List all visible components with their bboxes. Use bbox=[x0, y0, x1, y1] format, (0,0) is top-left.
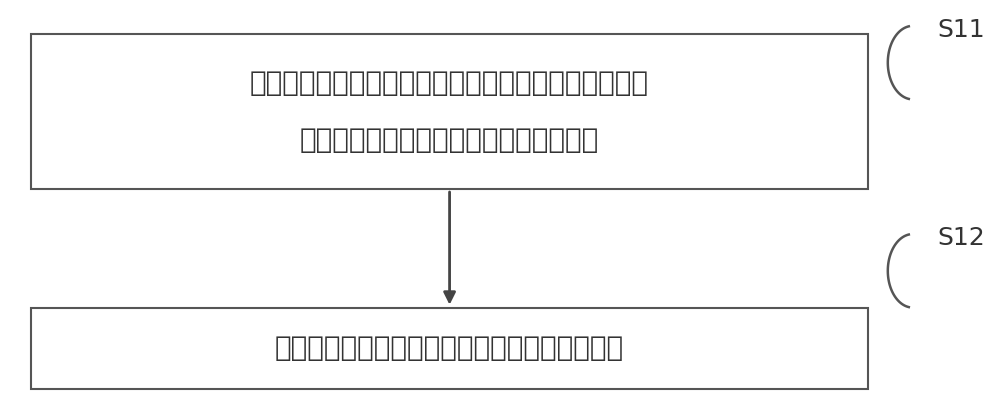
Text: 确定制冷系统的电子膨胀阀开度，确定排气温度，并与: 确定制冷系统的电子膨胀阀开度，确定排气温度，并与 bbox=[250, 69, 649, 97]
Text: 确定电机的绕组温度，判断是否在预设的范围内: 确定电机的绕组温度，判断是否在预设的范围内 bbox=[275, 335, 624, 363]
Text: 预设値比较，在预设范围内，进入下一步: 预设値比较，在预设范围内，进入下一步 bbox=[300, 126, 599, 154]
FancyBboxPatch shape bbox=[31, 307, 868, 389]
Text: S11: S11 bbox=[938, 18, 985, 42]
FancyBboxPatch shape bbox=[31, 34, 868, 189]
Text: S12: S12 bbox=[938, 226, 985, 250]
